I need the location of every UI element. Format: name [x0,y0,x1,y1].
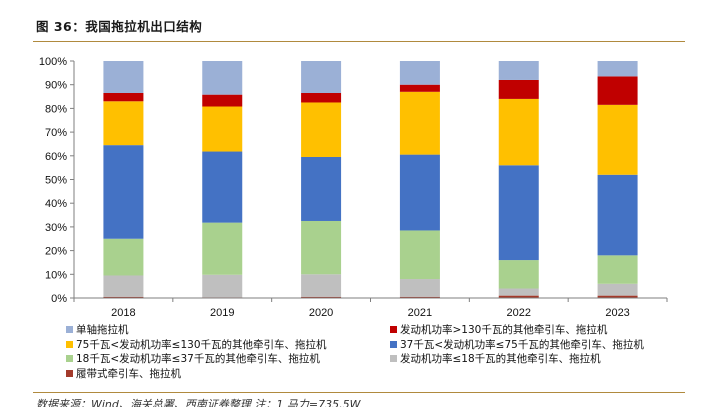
bar-segment [202,106,243,152]
bar-segment [103,145,144,239]
x-tick-label: 2023 [605,307,629,319]
bar-segment [301,102,342,157]
bar-segment [103,296,144,298]
bar-segment [597,283,638,296]
bar-segment [498,61,539,80]
legend-item: 发动机功率≤18千瓦的其他牵引车、拖拉机 [390,351,601,366]
bar-segment [202,274,243,298]
legend-swatch [390,355,397,362]
bars [103,61,638,298]
y-tick-label: 80% [45,103,67,115]
x-axis: 2018 2019 2020 2021 2022 2023 [73,297,668,319]
legend-label: 75千瓦<发动机功率≤130千瓦的其他牵引车、拖拉机 [76,338,327,351]
legend-item: 履带式牵引车、拖拉机 [66,366,181,381]
x-tick-label: 2020 [309,307,333,319]
legend-item: 发动机功率>130千瓦的其他牵引车、拖拉机 [390,322,607,337]
bar-segment [103,61,144,93]
y-tick-label: 70% [45,127,67,139]
legend-swatch [66,340,73,348]
y-tick-label: 100% [39,56,67,68]
bar-segment [202,151,243,223]
stacked-bar-chart: 0%10%20%30%40%50%60%70%80%90%100% 2018 20… [39,56,668,319]
bar-segment [597,76,638,105]
y-tick-label: 60% [45,151,67,163]
bar-segment [498,260,539,289]
bar-segment [301,296,342,298]
legend-label: 履带式牵引车、拖拉机 [76,367,181,380]
bottom-rule [33,392,685,393]
legend-label: 发动机功率>130千瓦的其他牵引车、拖拉机 [400,324,608,336]
legend-item: 37千瓦<发动机功率≤75千瓦的其他牵引车、拖拉机 [390,337,644,352]
y-tick-label: 0% [51,293,67,305]
legend-swatch [390,340,397,348]
legend-item: 75千瓦<发动机功率≤130千瓦的其他牵引车、拖拉机 [66,337,327,352]
legend-swatch [390,326,397,333]
y-tick-label: 50% [45,175,67,187]
bar-segment [498,295,539,298]
y-tick-label: 10% [45,269,67,281]
figure-title: 图 36：我国拖拉机出口结构 [36,19,203,34]
bar-segment [301,220,342,275]
bar-segment [301,274,342,297]
bar-segment [399,296,440,298]
bar-segment [597,61,638,77]
bar-segment [202,61,243,95]
bar-segment [301,92,342,103]
legend-label: 发动机功率≤18千瓦的其他牵引车、拖拉机 [400,353,601,365]
bar-segment [399,91,440,155]
y-axis: 0% 10% 20% 30% 40% 50% 60% 70% 80% 90% 100% [39,56,75,305]
legend-label: 18千瓦<发动机功率≤37千瓦的其他牵引车、拖拉机 [76,353,320,365]
legend-swatch [66,369,73,377]
bar-segment [202,94,243,107]
bar-segment [498,98,539,166]
bar-segment [597,174,638,256]
legend-swatch [66,355,73,362]
bar-segment [399,61,440,85]
bar-segment [301,156,342,221]
top-rule [33,41,685,42]
bar-segment [498,79,539,99]
bar-segment [597,295,638,298]
legend-item: 单轴拖拉机 [66,322,129,337]
bar-segment [202,222,243,275]
bar-segment [103,101,144,146]
bar-segment [399,230,440,280]
x-tick-label: 2018 [111,307,135,319]
bar-segment [399,84,440,92]
x-tick-label: 2022 [507,307,531,319]
legend-item: 18千瓦<发动机功率≤37千瓦的其他牵引车、拖拉机 [66,351,320,366]
bar-segment [399,154,440,231]
legend-label: 单轴拖拉机 [76,324,129,336]
y-tick-label: 90% [45,80,67,92]
legend-label: 37千瓦<发动机功率≤75千瓦的其他牵引车、拖拉机 [400,338,644,351]
bar-segment [399,279,440,297]
bar-segment [301,61,342,93]
bar-segment [103,275,144,297]
bar-segment [498,165,539,261]
bar-segment [103,92,144,102]
y-tick-label: 30% [45,222,67,234]
bar-segment [597,255,638,284]
y-tick-label: 20% [45,246,67,258]
figure-source: 数据来源：Wind、海关总署、西南证券整理 注：1 马力=735.5W [36,398,361,407]
bar-segment [498,288,539,296]
bar-segment [103,238,144,276]
x-tick-label: 2021 [408,307,432,319]
bar-segment [597,104,638,175]
x-tick-label: 2019 [210,307,234,319]
y-tick-label: 40% [45,198,67,210]
legend-swatch [66,326,73,333]
